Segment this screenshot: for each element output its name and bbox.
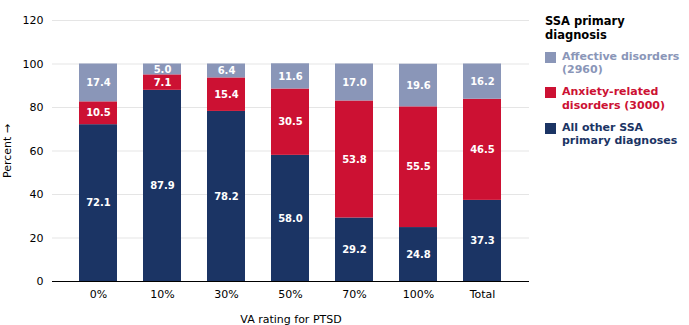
svg-text:17.4: 17.4 [86, 77, 111, 88]
svg-text:87.9: 87.9 [150, 180, 175, 191]
svg-text:11.6: 11.6 [278, 71, 303, 82]
svg-text:VA rating for PTSD: VA rating for PTSD [240, 313, 341, 325]
svg-text:17.0: 17.0 [342, 77, 367, 88]
svg-text:100%: 100% [403, 288, 434, 301]
svg-text:100: 100 [23, 58, 44, 71]
svg-text:0%: 0% [90, 288, 107, 301]
html-text:Affective disorders (2960): Affective disorders (2960) [562, 50, 680, 77]
svg-text:53.8: 53.8 [342, 154, 367, 165]
svg-text:30.5: 30.5 [278, 116, 303, 127]
svg-text:24.8: 24.8 [406, 249, 431, 260]
svg-text:20: 20 [30, 232, 44, 245]
svg-text:70%: 70% [342, 288, 366, 301]
svg-text:10.5: 10.5 [86, 107, 111, 118]
svg-text:55.5: 55.5 [406, 161, 431, 172]
svg-text:78.2: 78.2 [214, 191, 239, 202]
svg-text:15.4: 15.4 [214, 89, 239, 100]
html-text:SSA primary diagnosis: SSA primary diagnosis [545, 14, 625, 42]
svg-text:120: 120 [23, 14, 44, 27]
svg-text:37.3: 37.3 [470, 235, 495, 246]
svg-text:5.0: 5.0 [154, 64, 172, 75]
svg-text:6.4: 6.4 [218, 65, 236, 76]
svg-text:50%: 50% [278, 288, 302, 301]
svg-text:80: 80 [30, 101, 44, 114]
svg-text:30%: 30% [214, 288, 238, 301]
html-text:Anxiety-related disorders (300: Anxiety-related disorders (3000) [562, 85, 665, 112]
svg-text:Percent →: Percent → [1, 124, 14, 178]
svg-text:29.2: 29.2 [342, 244, 367, 255]
svg-text:72.1: 72.1 [86, 197, 111, 208]
svg-text:10%: 10% [150, 288, 174, 301]
svg-text:58.0: 58.0 [278, 213, 303, 224]
svg-text:46.5: 46.5 [470, 144, 495, 155]
svg-text:60: 60 [30, 145, 44, 158]
svg-text:Total: Total [469, 288, 496, 301]
svg-text:40: 40 [30, 188, 44, 201]
svg-text:19.6: 19.6 [406, 80, 431, 91]
svg-text:7.1: 7.1 [154, 77, 172, 88]
html-text:All other SSA primary diagnose: All other SSA primary diagnoses [562, 120, 678, 147]
svg-text:16.2: 16.2 [470, 76, 495, 87]
svg-text:0: 0 [37, 275, 44, 288]
